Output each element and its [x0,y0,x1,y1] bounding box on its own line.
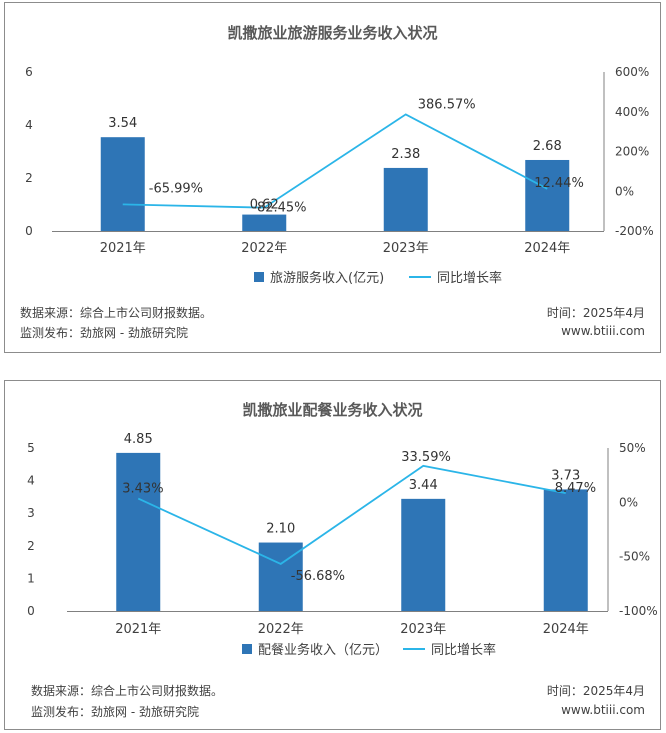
data-source-note: 数据来源：综合上市公司财报数据。 [31,684,224,698]
bar [100,137,145,231]
catering-revenue-chart: 0 1 2 3 4 5 -100% -50% 0% 50% 4.85 2.10 3.44 3.73 3.43… [27,432,658,658]
bar [116,452,161,611]
y-axis-tick-label: 0 [27,604,35,618]
bar [543,489,588,611]
y-axis-tick-label: 6 [25,65,33,79]
bar-value-label: 3.54 [108,116,137,131]
line-value-label: 8.47% [555,481,596,496]
y2-axis-tick-label: -100% [619,604,658,618]
bar [383,167,428,231]
legend-line-label: 同比增长率 [437,270,502,286]
bar-value-label: 2.68 [533,139,562,154]
bar-value-label: 3.73 [551,468,580,483]
y-axis-tick-label: 2 [27,539,35,553]
line-value-label: 33.59% [401,450,451,465]
line-value-label: 12.44% [534,176,584,191]
legend-line-label: 同比增长率 [431,642,496,658]
publish-time: 时间：2025年4月 [546,306,645,320]
bar [525,159,570,231]
website-link[interactable]: www.btiii.com [561,703,645,717]
y2-axis-tick-label: -200% [615,224,654,238]
tourism-revenue-chart: 0 2 4 6 -200% 0% 200% 400% 600% 3.54 0.62 2.38 2.68 -… [25,65,654,286]
y-axis-tick-label: 0 [25,224,33,238]
x-axis-category-label: 2023年 [400,622,446,637]
publisher-note: 监测发布：劲旅网 - 劲旅研究院 [31,705,199,719]
y2-axis-tick-label: 50% [619,441,646,455]
y-axis-tick-label: 2 [25,171,33,185]
y2-axis-tick-label: 400% [615,105,649,119]
x-axis-category-label: 2022年 [258,622,304,637]
bar-value-label: 3.44 [409,478,438,493]
bar-value-label: 2.10 [266,522,295,537]
bar-value-label: 4.85 [124,432,153,447]
legend-bar-swatch [242,644,252,654]
publish-time: 时间：2025年4月 [546,684,645,698]
bar-value-label: 0.62 [250,198,279,213]
x-axis-category-label: 2022年 [241,241,287,256]
growth-rate-line [137,464,566,565]
legend-bar-swatch [254,272,264,282]
line-value-label: -56.68% [291,569,345,584]
y-axis-tick-label: 4 [27,474,35,488]
x-axis-category-label: 2023年 [383,241,429,256]
chart-title: 凯撒旅业旅游服务业务收入状况 [227,24,438,42]
bar-value-label: 2.38 [391,147,420,162]
y-axis-tick-label: 1 [27,571,35,585]
x-axis-category-label: 2021年 [115,622,161,637]
bar [242,214,287,231]
y-axis-tick-label: 4 [25,118,33,132]
chart-panel-catering: 凯撒旅业配餐业务收入状况 0 1 2 3 4 5 -100% -50% 0% 50% 4.85 2.1… [4,380,661,730]
chart-panel-tourism: 凯撒旅业旅游服务业务收入状况 0 2 4 6 -200% 0% 200% 400% 600% 3.… [4,2,661,353]
website-link[interactable]: www.btiii.com [561,324,645,338]
y2-axis-tick-label: 200% [615,145,649,159]
y2-axis-tick-label: 0% [615,184,634,198]
line-value-label: -82.45% [252,201,306,216]
chart-title: 凯撒旅业配餐业务收入状况 [242,401,423,419]
legend-bar-label: 配餐业务收入（亿元） [258,642,388,658]
y2-axis-tick-label: 0% [619,495,638,509]
x-axis-category-label: 2021年 [100,241,146,256]
x-axis-category-label: 2024年 [524,241,570,256]
line-value-label: 386.57% [418,97,476,112]
publisher-note: 监测发布：劲旅网 - 劲旅研究院 [20,326,188,340]
bar [401,498,446,611]
y2-axis-tick-label: 600% [615,65,649,79]
line-value-label: -65.99% [149,181,203,196]
y-axis-tick-label: 3 [27,506,35,520]
growth-rate-line [122,113,548,209]
y-axis-tick-label: 5 [27,441,35,455]
data-source-note: 数据来源：综合上市公司财报数据。 [20,306,213,320]
legend-bar-label: 旅游服务收入(亿元) [270,270,384,286]
line-value-label: 3.43% [122,482,163,497]
y2-axis-tick-label: -50% [619,550,650,564]
x-axis-category-label: 2024年 [543,622,589,637]
